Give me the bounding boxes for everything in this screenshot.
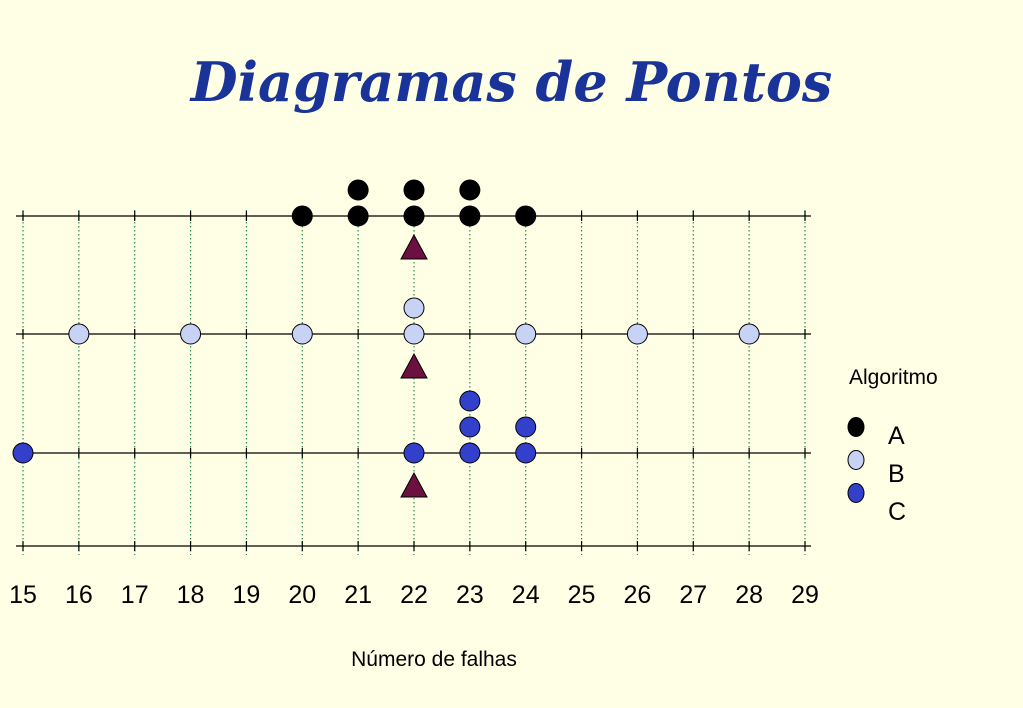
data-point — [403, 323, 425, 345]
data-point — [68, 323, 90, 345]
x-tick-label: 27 — [679, 581, 707, 609]
data-point — [515, 442, 537, 464]
legend-marker — [847, 483, 865, 503]
x-tick-label: 23 — [456, 581, 484, 609]
x-axis-title: Número de falhas — [351, 648, 517, 671]
data-point — [403, 442, 425, 464]
data-point — [738, 323, 760, 345]
x-tick-label: 15 — [9, 581, 37, 609]
tick-label-layer: 15 16 17 18 19 20 21 22 23 24 25 26 27 28 29 — [9, 581, 819, 609]
dot-layer — [12, 179, 760, 464]
data-point — [515, 416, 537, 438]
data-point — [291, 323, 313, 345]
data-point — [459, 179, 481, 201]
legend-marker — [847, 417, 865, 437]
data-point — [403, 205, 425, 227]
mean-triangle-marker — [400, 352, 428, 379]
data-point — [515, 205, 537, 227]
legend-label: C — [888, 498, 906, 526]
data-point — [459, 416, 481, 438]
legend-label: B — [888, 460, 905, 488]
x-tick-label: 20 — [288, 581, 316, 609]
data-point — [347, 205, 369, 227]
data-point — [403, 297, 425, 319]
x-tick-label: 19 — [233, 581, 261, 609]
x-tick-label: 18 — [177, 581, 205, 609]
legend-marker — [847, 450, 865, 470]
legend-title: Algoritmo — [849, 366, 938, 389]
data-point — [403, 179, 425, 201]
mean-marker-layer — [400, 233, 428, 498]
x-tick-label: 16 — [65, 581, 93, 609]
data-point — [515, 323, 537, 345]
x-tick-label: 29 — [791, 581, 819, 609]
x-tick-label: 28 — [735, 581, 763, 609]
data-point — [459, 205, 481, 227]
mean-triangle-marker — [400, 471, 428, 498]
grid-layer — [22, 210, 806, 555]
data-point — [12, 442, 34, 464]
data-point — [347, 179, 369, 201]
data-point — [291, 205, 313, 227]
x-tick-label: 26 — [624, 581, 652, 609]
legend: Algoritmo ABC — [847, 366, 938, 526]
data-point — [459, 390, 481, 412]
x-tick-label: 25 — [568, 581, 596, 609]
data-point — [459, 442, 481, 464]
data-point — [180, 323, 202, 345]
slide-title: Diagramas de Pontos — [190, 50, 833, 114]
legend-label: A — [888, 422, 905, 450]
x-tick-label: 22 — [400, 581, 428, 609]
mean-triangle-marker — [400, 233, 428, 260]
x-tick-label: 17 — [121, 581, 149, 609]
data-point — [626, 323, 648, 345]
x-tick-label: 24 — [512, 581, 540, 609]
x-tick-label: 21 — [344, 581, 372, 609]
